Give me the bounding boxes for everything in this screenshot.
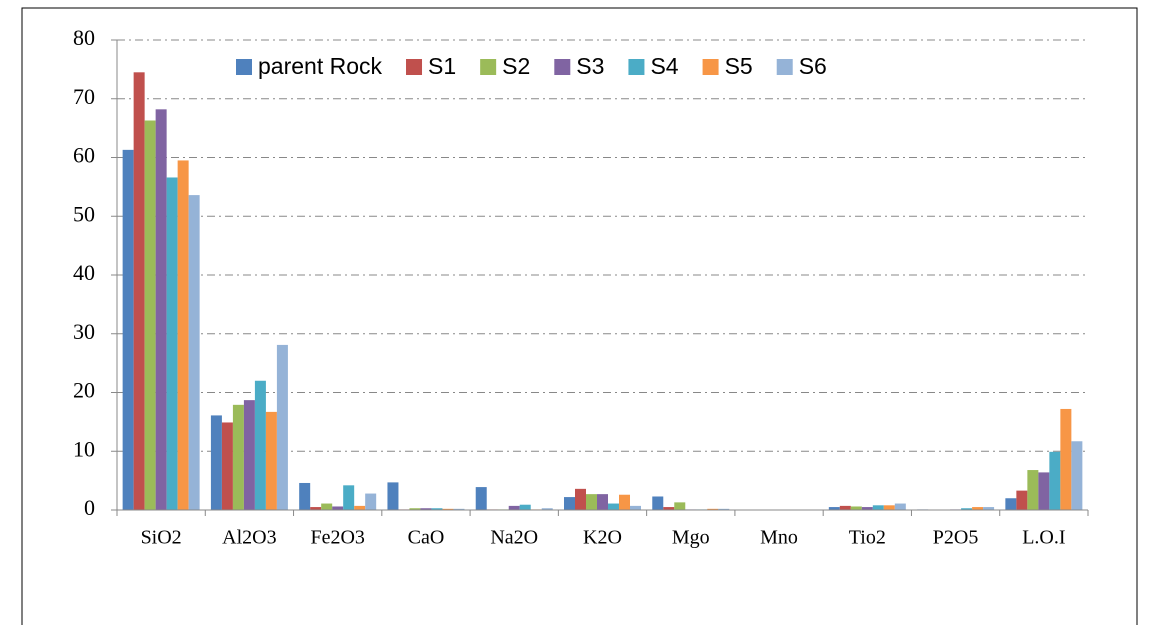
x-tick-label: Tio2 — [849, 527, 886, 549]
bar — [122, 149, 134, 511]
bar — [254, 380, 266, 510]
bar — [166, 177, 178, 510]
legend-label: S6 — [799, 53, 827, 79]
bar — [133, 72, 145, 510]
legend-swatch — [480, 59, 497, 75]
bar — [1005, 498, 1017, 510]
y-tick-label: 40 — [73, 260, 95, 285]
bar — [894, 503, 906, 510]
bar — [343, 485, 355, 510]
bar — [420, 508, 432, 510]
bar — [354, 505, 366, 510]
bar — [442, 508, 454, 510]
legend-swatch — [702, 59, 719, 75]
bar — [155, 109, 167, 510]
bar — [221, 422, 233, 510]
bar — [1071, 441, 1083, 510]
bar — [961, 508, 973, 510]
legend-swatch — [236, 59, 252, 75]
bar — [828, 507, 840, 510]
x-tick-label: Mno — [760, 527, 798, 549]
bar — [872, 505, 884, 510]
bar — [299, 482, 311, 510]
bar — [177, 160, 189, 510]
bar — [1016, 490, 1028, 510]
bar — [597, 494, 608, 510]
y-tick-label: 50 — [73, 201, 95, 226]
bar — [310, 507, 322, 510]
bar — [652, 496, 664, 510]
bar — [243, 400, 255, 510]
y-tick-label: 30 — [73, 319, 95, 344]
y-tick-label: 70 — [73, 84, 95, 109]
bar — [365, 493, 377, 510]
bar — [630, 505, 641, 510]
y-tick-label: 60 — [73, 143, 95, 168]
bar — [431, 508, 443, 510]
bar — [541, 508, 553, 510]
x-tick-label: L.O.I — [1022, 527, 1065, 549]
bar — [265, 411, 277, 510]
bar — [508, 505, 520, 510]
frame — [21, 7, 1138, 625]
legend-label: S1 — [428, 53, 456, 79]
bar — [1060, 408, 1072, 510]
x-tick-label: Na2O — [490, 527, 538, 549]
bar — [972, 507, 984, 510]
bar — [850, 506, 862, 510]
bar — [861, 507, 873, 510]
y-tick-label: 20 — [73, 378, 95, 403]
bar — [321, 503, 333, 510]
bar — [839, 505, 851, 510]
bar — [663, 507, 675, 510]
bar — [983, 507, 995, 510]
bar — [1027, 470, 1039, 510]
legend-label: S4 — [650, 53, 678, 79]
legend-label: parent Rock — [258, 53, 383, 79]
bar — [232, 404, 244, 510]
bar — [409, 508, 421, 510]
bar — [387, 482, 399, 510]
x-tick-label: P2O5 — [933, 527, 979, 549]
bar — [718, 508, 730, 510]
x-tick-label: CaO — [408, 527, 445, 549]
y-tick-label: 80 — [73, 25, 95, 50]
y-tick-label: 0 — [84, 495, 95, 520]
bar — [707, 508, 719, 510]
bar — [619, 494, 630, 510]
bar — [674, 502, 686, 510]
legend-swatch — [776, 59, 793, 75]
legend-swatch — [406, 59, 423, 75]
bar — [564, 497, 575, 510]
x-tick-label: SiO2 — [141, 527, 182, 549]
y-tick-label: 10 — [73, 436, 95, 461]
x-tick-label: Mgo — [672, 527, 710, 549]
bar — [575, 488, 586, 510]
legend-label: S2 — [502, 53, 530, 79]
bar — [586, 494, 597, 510]
bar — [188, 195, 200, 510]
legend-label: S3 — [576, 53, 604, 79]
x-tick-label: Al2O3 — [222, 527, 276, 549]
bar — [332, 506, 344, 510]
bar — [210, 415, 222, 510]
bar — [453, 508, 465, 510]
x-tick-label: Fe2O3 — [310, 527, 364, 549]
bar — [1038, 472, 1050, 510]
x-tick-label: K2O — [583, 527, 622, 549]
bar — [475, 487, 487, 510]
bar — [144, 120, 156, 511]
bar — [1049, 451, 1061, 510]
legend-label: S5 — [725, 53, 753, 79]
bar — [519, 504, 531, 510]
legend-swatch — [628, 59, 645, 75]
legend-swatch — [554, 59, 571, 75]
bar — [883, 505, 895, 510]
bar — [608, 503, 619, 510]
bar — [276, 344, 288, 510]
